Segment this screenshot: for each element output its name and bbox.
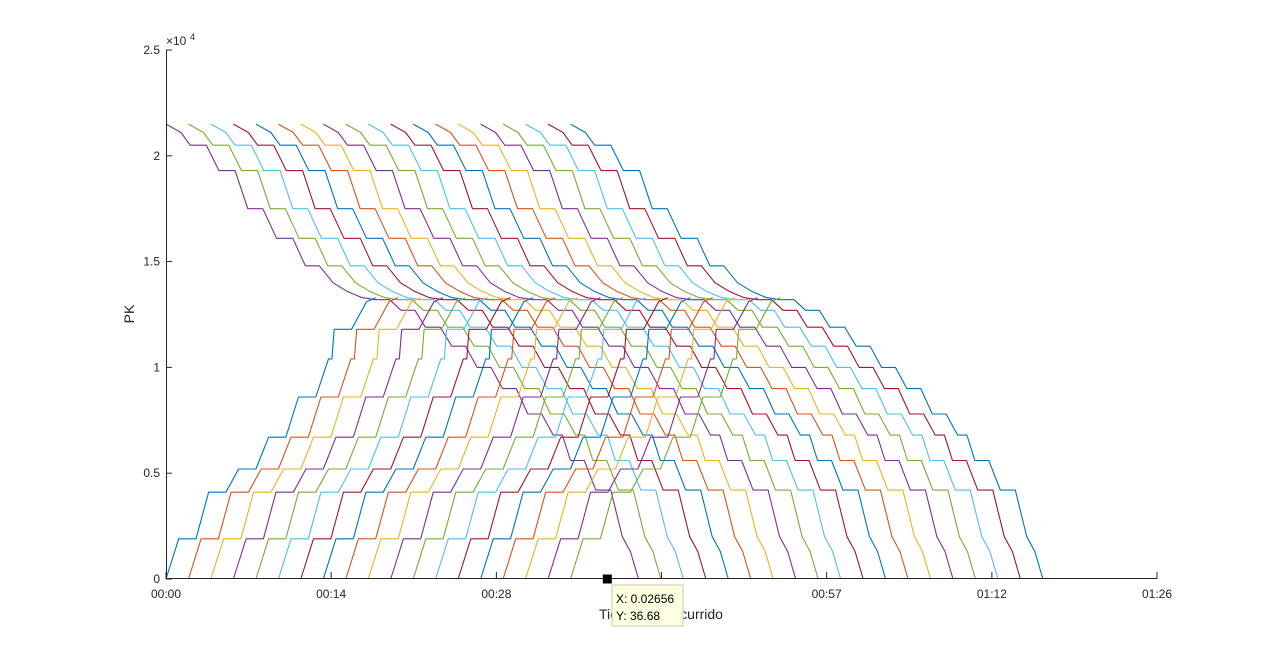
- descending-train-line: [255, 123, 729, 580]
- y-exponent-base: ×10: [166, 34, 187, 48]
- datatip-marker[interactable]: [602, 574, 612, 584]
- ascending-train-line: [435, 297, 646, 580]
- x-tick-label: 00:14: [316, 587, 346, 601]
- y-tick-label: 1: [153, 360, 160, 374]
- ascending-train-line: [367, 297, 579, 580]
- datatip-box[interactable]: [611, 584, 684, 627]
- x-tick-label: 01:26: [1142, 587, 1172, 601]
- y-axis-label: PK: [121, 304, 137, 323]
- datatip-y: Y: 36.68: [616, 609, 660, 623]
- descending-train-line: [345, 123, 819, 580]
- ascending-train-line: [255, 297, 466, 580]
- descending-train-line: [300, 123, 774, 580]
- x-ticks: 00:00 00:14 00:28 00:57 01:12 01:26: [151, 572, 1172, 601]
- descending-train-line: [412, 123, 887, 580]
- y-tick-label: 2.5: [143, 43, 160, 57]
- descending-train-line: [525, 123, 999, 580]
- y-tick-label: 0.5: [143, 466, 160, 480]
- descending-train-line: [435, 123, 909, 580]
- descending-train-line: [233, 123, 707, 580]
- ascending-train-line: [524, 297, 736, 580]
- ascending-train-line: [277, 297, 489, 580]
- descending-train-line: [188, 123, 662, 580]
- ascending-train-line: [322, 297, 534, 580]
- ascending-train-line: [390, 297, 601, 580]
- y-ticks: 0 0.5 1 1.5 2 2.5: [143, 43, 172, 586]
- ascending-train-line: [232, 297, 444, 580]
- descending-train-line: [390, 123, 864, 580]
- descending-train-line: [278, 123, 752, 580]
- descending-train-line: [547, 123, 1021, 580]
- ascending-train-line: [457, 297, 669, 580]
- descending-train-line: [502, 123, 977, 580]
- x-tick-label: 01:12: [977, 587, 1007, 601]
- descending-train-line: [323, 123, 797, 580]
- ascending-train-line: [569, 297, 781, 580]
- y-exponent-power: 4: [190, 32, 195, 42]
- ascending-train-line: [165, 297, 376, 580]
- descending-train-line: [480, 123, 954, 580]
- y-exponent: ×10 4: [166, 32, 195, 48]
- ascending-train-line: [300, 297, 511, 580]
- ascending-train-line: [547, 297, 758, 580]
- ascending-train-line: [345, 297, 556, 580]
- descending-train-line: [165, 123, 640, 580]
- descending-train-line: [367, 123, 842, 580]
- ascending-train-line: [187, 297, 399, 580]
- axes: 0 0.5 1 1.5 2 2.5 00:00 00:14 00:28 00:57 01:12 01…: [143, 43, 1172, 601]
- x-tick-label: 00:57: [812, 587, 842, 601]
- datatip[interactable]: X: 0.02656 Y: 36.68: [602, 574, 684, 627]
- plot-lines: [165, 123, 1044, 580]
- ascending-train-line: [210, 297, 421, 580]
- descending-train-line: [210, 123, 684, 580]
- descending-train-line: [457, 123, 932, 580]
- ascending-train-line: [502, 297, 714, 580]
- descending-train-line: [570, 123, 1044, 580]
- x-tick-label: 00:28: [481, 587, 511, 601]
- x-tick-label: 00:00: [151, 587, 181, 601]
- y-tick-label: 1.5: [143, 255, 160, 269]
- datatip-x: X: 0.02656: [616, 592, 674, 606]
- y-tick-label: 0: [153, 572, 160, 586]
- y-tick-label: 2: [153, 149, 160, 163]
- ascending-train-line: [480, 297, 691, 580]
- ascending-train-line: [412, 297, 624, 580]
